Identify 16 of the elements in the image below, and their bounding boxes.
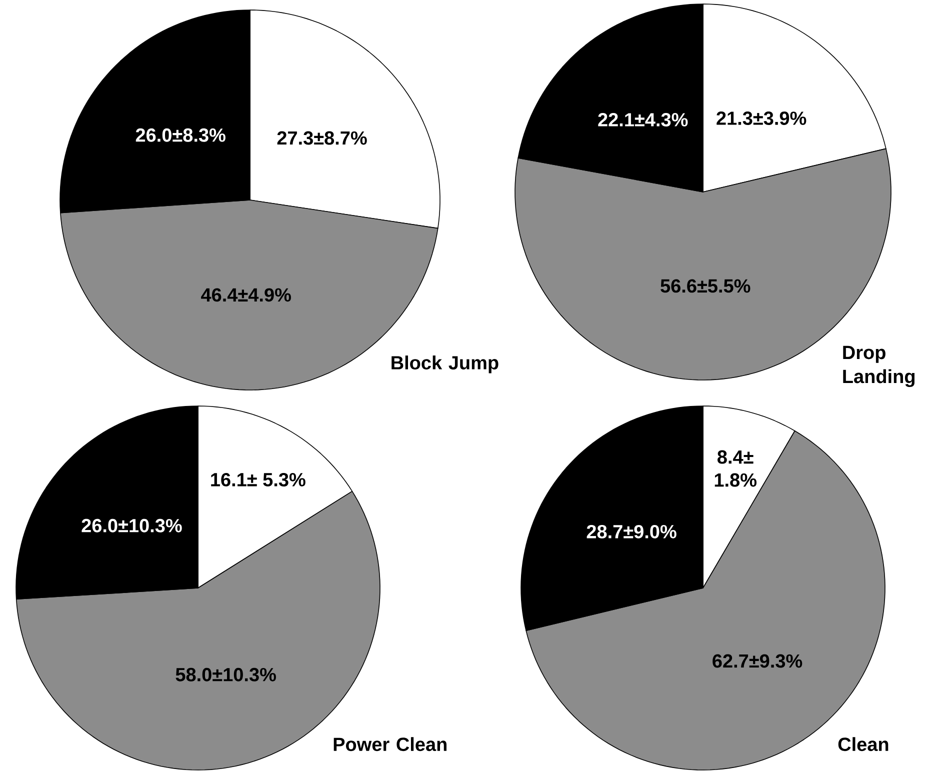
data-label: 22.1±4.3% bbox=[598, 113, 688, 126]
data-label: 46.4±4.9% bbox=[201, 288, 291, 302]
data-label: 28.7±9.0% bbox=[586, 524, 676, 538]
data-label: 58.0±10.3% bbox=[176, 668, 276, 682]
data-label: 16.1± 5.3% bbox=[211, 472, 306, 486]
text: Clean bbox=[838, 737, 888, 752]
text: Block Jump bbox=[392, 356, 498, 374]
text: Drop Landing bbox=[843, 346, 915, 388]
data-label: 62.7±9.3% bbox=[712, 654, 802, 668]
data-label: 56.6±5.5% bbox=[660, 279, 750, 293]
data-label: 21.3±3.9% bbox=[716, 112, 806, 126]
text: Power Clean bbox=[334, 737, 446, 752]
data-label: 26.0±10.3% bbox=[82, 518, 182, 532]
data-label: 27.3±8.7% bbox=[277, 131, 367, 145]
data-label: 26.0±8.3% bbox=[136, 128, 226, 142]
data-label: 8.4± 1.8% bbox=[714, 450, 756, 487]
